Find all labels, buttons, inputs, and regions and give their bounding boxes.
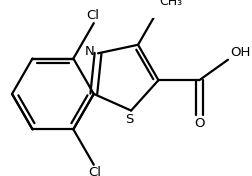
Text: O: O: [194, 117, 205, 130]
Text: Cl: Cl: [86, 9, 99, 22]
Text: N: N: [85, 45, 95, 58]
Text: CH₃: CH₃: [160, 0, 183, 8]
Text: S: S: [125, 113, 133, 126]
Text: OH: OH: [230, 46, 250, 59]
Text: Cl: Cl: [88, 166, 101, 176]
